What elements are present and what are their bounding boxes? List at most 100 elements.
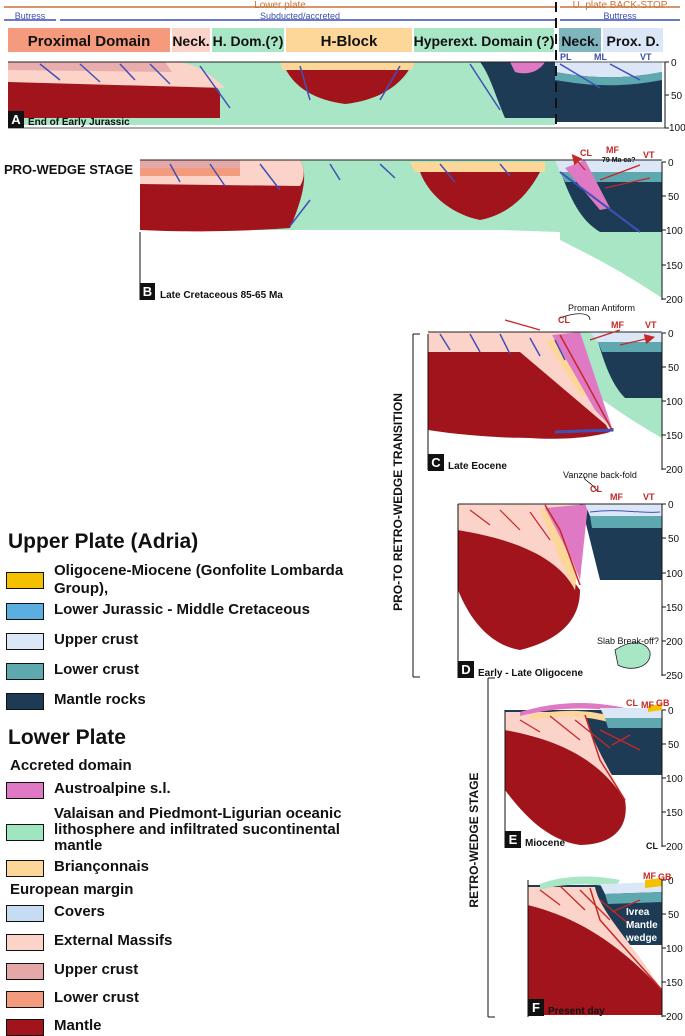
panel-d-axis	[661, 503, 666, 676]
stage-retro-wedge: RETRO-WEDGE STAGE	[467, 772, 481, 907]
panel-e-tick-100: 100	[666, 774, 683, 785]
legend-swatch-lower-jurassic	[6, 603, 44, 620]
legend-label-covers: Covers	[54, 903, 105, 920]
panel-f-wedge: wedge	[625, 933, 658, 944]
domain-prox-d: Prox. D.	[607, 33, 660, 49]
subducted-label: Subducted/accreted	[260, 11, 340, 21]
legend-item-covers: Covers	[6, 903, 105, 922]
panel-b-section	[140, 158, 662, 298]
panel-f-letter-box	[528, 999, 544, 1016]
panel-b-tick-100: 100	[666, 226, 683, 237]
panel-a-pl: PL	[560, 52, 572, 62]
legend-swatch-external-massifs	[6, 934, 44, 951]
panel-c-mf: MF	[611, 320, 624, 330]
domain-h-dom: H. Dom.(?)	[213, 33, 284, 49]
legend-label-mantle-rocks: Mantle rocks	[54, 691, 146, 708]
panel-c-tick-50: 50	[668, 363, 680, 374]
panel-a-ml: ML	[594, 52, 607, 62]
panel-b-axis	[661, 161, 666, 300]
panel-d-cl: CL	[590, 484, 602, 494]
panel-c-letter-box	[428, 454, 444, 471]
panel-d-vt: VT	[643, 492, 655, 502]
panel-c-tick-100: 100	[666, 397, 683, 408]
panel-d-tick-150: 150	[666, 603, 683, 614]
legend-item-mantle-europe: Mantle	[6, 1017, 102, 1036]
legend-item-upper-crust-adria: Upper crust	[6, 631, 138, 650]
panel-e-axis	[661, 709, 666, 847]
panel-b-cl: CL	[580, 148, 592, 158]
legend-swatch-covers	[6, 905, 44, 922]
panel-d-tick-200: 200	[666, 637, 683, 648]
panel-e-tick-200: 200	[666, 842, 683, 853]
panel-e-tick-0: 0	[668, 706, 674, 717]
panel-f-axis	[661, 879, 666, 1017]
panel-a-tick-100: 100	[669, 123, 685, 134]
domain-hyperext: Hyperext. Domain (?)	[414, 33, 555, 49]
legend-swatch-lower-crust-europe	[6, 991, 44, 1008]
legend-swatch-brianconnais	[6, 860, 44, 877]
legend-swatch-austroalpine	[6, 782, 44, 799]
panel-b-tick-0: 0	[668, 158, 674, 169]
panel-d-tick-0: 0	[668, 500, 674, 511]
panel-d-section	[458, 475, 662, 669]
legend-item-lower-crust-adria: Lower crust	[6, 661, 139, 680]
panel-f-mf: MF	[643, 871, 656, 881]
legend-accreted-title: Accreted domain	[10, 757, 132, 774]
panel-e-mf: MF	[641, 700, 654, 710]
panel-f-label: Present day	[548, 1006, 605, 1017]
legend-swatch-oligocene	[6, 572, 44, 589]
panel-d-slab: Slab Break-off?	[597, 636, 659, 646]
panel-b-letter-box	[140, 283, 155, 300]
panel-f-ivrea: Ivrea	[626, 907, 650, 918]
legend-swatch-mantle-europe	[6, 1019, 44, 1036]
panel-c-label: Late Eocene	[448, 461, 507, 472]
legend: Upper Plate (Adria) Oligocene-Miocene (G…	[6, 530, 386, 1036]
panel-e-section	[505, 703, 662, 845]
stage-pro-wedge: PRO-WEDGE STAGE	[4, 162, 133, 177]
panel-d-mf: MF	[610, 492, 623, 502]
domain-proximal: Proximal Domain	[28, 33, 151, 50]
panel-a-vt: VT	[640, 52, 652, 62]
panel-f-tick-200: 200	[666, 1012, 683, 1023]
panel-e-cl: CL	[626, 698, 638, 708]
panel-b-mf: MF	[606, 145, 619, 155]
legend-european-title: European margin	[10, 881, 134, 898]
legend-label-austroalpine: Austroalpine s.l.	[54, 780, 171, 797]
butress-right-label: Buttress	[603, 11, 637, 21]
panel-b-vt: VT	[643, 150, 655, 160]
legend-label-mantle-europe: Mantle	[54, 1017, 102, 1034]
panel-e-letter: E	[509, 832, 518, 847]
panel-c-tick-0: 0	[668, 329, 674, 340]
panel-c-letter: C	[431, 455, 441, 470]
legend-item-upper-crust-europe: Upper crust	[6, 961, 138, 980]
panel-f-letter: F	[532, 1000, 540, 1015]
panel-c-vt: VT	[645, 320, 657, 330]
panel-e-tick-50: 50	[668, 740, 680, 751]
legend-item-austroalpine: Austroalpine s.l.	[6, 780, 171, 799]
panel-b-letter: B	[143, 284, 152, 299]
legend-item-external-massifs: External Massifs	[6, 932, 172, 951]
panel-a-tick-0: 0	[671, 58, 677, 69]
panel-d-vanzone: Vanzone back-fold	[563, 470, 637, 480]
panel-a-section	[8, 61, 666, 129]
panel-b-79ma: 79 Ma ca?	[602, 157, 635, 164]
panel-c-section	[428, 313, 662, 439]
panel-c-proman: Proman Antiform	[568, 303, 635, 313]
panel-e-tick-150: 150	[666, 808, 683, 819]
domain-neck-right: Neck.	[561, 33, 598, 49]
panel-a-axis	[664, 61, 669, 129]
legend-item-lower-jurassic: Lower Jurassic - Middle Cretaceous	[6, 601, 310, 620]
panel-b-tick-50: 50	[668, 192, 680, 203]
panel-f-tick-50: 50	[668, 910, 680, 921]
panel-d-letter: D	[461, 662, 470, 677]
panel-a-letter: A	[11, 112, 21, 127]
legend-label-upper-crust-adria: Upper crust	[54, 631, 139, 648]
panel-d-tick-50: 50	[668, 534, 680, 545]
legend-item-brianconnais: Briançonnais	[6, 858, 149, 877]
butress-left-label: Butress	[15, 11, 46, 21]
header-arrows	[4, 6, 680, 21]
panel-f-gb: GB	[658, 872, 672, 882]
panel-f-tick-100: 100	[666, 944, 683, 955]
domain-bar	[8, 28, 663, 52]
lower-plate-label: Lower plate	[254, 0, 306, 11]
